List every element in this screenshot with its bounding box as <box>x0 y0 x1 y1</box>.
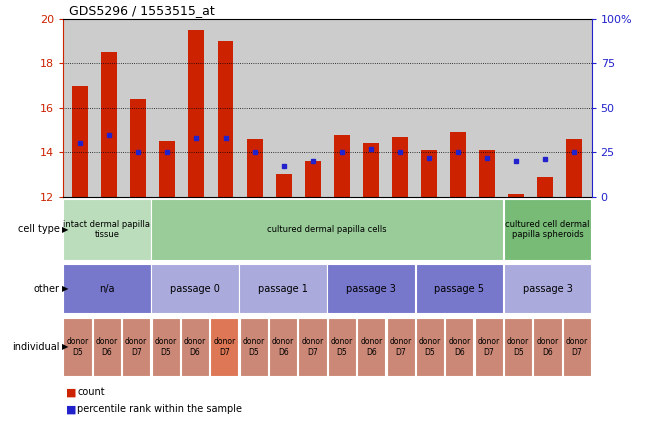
Bar <box>151 318 180 376</box>
Bar <box>298 318 327 376</box>
Text: ▶: ▶ <box>62 225 69 234</box>
Bar <box>269 318 297 376</box>
Text: other: other <box>34 284 59 294</box>
Bar <box>327 264 415 313</box>
Text: intact dermal papilla
tissue: intact dermal papilla tissue <box>63 220 150 239</box>
Bar <box>247 139 262 197</box>
Text: donor
D5: donor D5 <box>419 337 441 357</box>
Text: passage 0: passage 0 <box>170 284 220 294</box>
Bar <box>566 139 582 197</box>
Bar <box>334 135 350 197</box>
Text: donor
D7: donor D7 <box>478 337 500 357</box>
Bar <box>563 318 591 376</box>
Bar <box>122 318 150 376</box>
Text: individual: individual <box>12 342 59 352</box>
Text: donor
D5: donor D5 <box>330 337 353 357</box>
Bar <box>328 318 356 376</box>
Bar <box>475 318 503 376</box>
Bar <box>72 86 88 197</box>
Bar <box>101 52 117 197</box>
Text: donor
D6: donor D6 <box>96 337 118 357</box>
Bar <box>276 175 292 197</box>
Text: cell type: cell type <box>18 225 59 234</box>
Bar <box>363 143 379 197</box>
Bar <box>63 199 151 260</box>
Bar <box>210 318 239 376</box>
Text: donor
D5: donor D5 <box>66 337 89 357</box>
Bar <box>416 318 444 376</box>
Text: n/a: n/a <box>99 284 114 294</box>
Bar <box>537 177 553 197</box>
Bar <box>151 264 239 313</box>
Bar <box>239 264 327 313</box>
Bar <box>446 318 473 376</box>
Bar <box>188 30 204 197</box>
Bar <box>508 195 524 197</box>
Text: donor
D7: donor D7 <box>214 337 235 357</box>
Text: donor
D6: donor D6 <box>272 337 294 357</box>
Text: ▶: ▶ <box>62 342 69 352</box>
Text: ■: ■ <box>66 387 77 397</box>
Bar <box>421 150 437 197</box>
Bar <box>305 161 321 197</box>
Text: passage 3: passage 3 <box>523 284 572 294</box>
Text: cultured dermal papilla cells: cultured dermal papilla cells <box>268 225 387 234</box>
Text: count: count <box>77 387 105 397</box>
Text: donor
D5: donor D5 <box>155 337 176 357</box>
Text: donor
D7: donor D7 <box>389 337 412 357</box>
Bar <box>533 318 562 376</box>
Text: passage 3: passage 3 <box>346 284 396 294</box>
Text: donor
D7: donor D7 <box>301 337 324 357</box>
Bar <box>504 264 592 313</box>
Bar <box>63 318 92 376</box>
Text: ▶: ▶ <box>62 284 69 293</box>
Text: donor
D6: donor D6 <box>360 337 382 357</box>
Bar <box>504 318 532 376</box>
Text: passage 5: passage 5 <box>434 284 485 294</box>
Bar <box>240 318 268 376</box>
Text: cultured cell dermal
papilla spheroids: cultured cell dermal papilla spheroids <box>505 220 590 239</box>
Bar <box>181 318 209 376</box>
Bar <box>151 199 503 260</box>
Bar <box>130 99 146 197</box>
Bar <box>387 318 414 376</box>
Bar <box>504 199 592 260</box>
Bar <box>479 150 495 197</box>
Text: donor
D6: donor D6 <box>448 337 471 357</box>
Text: donor
D5: donor D5 <box>243 337 265 357</box>
Bar <box>416 264 503 313</box>
Text: donor
D7: donor D7 <box>566 337 588 357</box>
Text: donor
D6: donor D6 <box>184 337 206 357</box>
Text: donor
D5: donor D5 <box>507 337 529 357</box>
Bar <box>357 318 385 376</box>
Bar <box>392 137 408 197</box>
Text: percentile rank within the sample: percentile rank within the sample <box>77 404 243 414</box>
Text: passage 1: passage 1 <box>258 284 308 294</box>
Bar <box>217 41 233 197</box>
Text: donor
D6: donor D6 <box>537 337 559 357</box>
Bar <box>93 318 121 376</box>
Bar <box>159 141 175 197</box>
Text: donor
D7: donor D7 <box>125 337 147 357</box>
Bar <box>63 264 151 313</box>
Text: ■: ■ <box>66 404 77 414</box>
Text: GDS5296 / 1553515_at: GDS5296 / 1553515_at <box>69 4 215 17</box>
Bar <box>450 132 466 197</box>
